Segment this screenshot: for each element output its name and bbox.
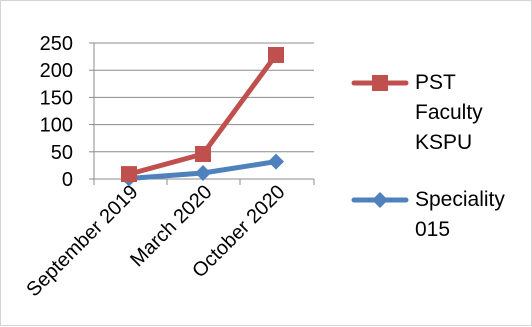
gridlines	[94, 42, 314, 153]
y-tick-label: 100	[40, 115, 73, 137]
y-tick-label: 0	[62, 169, 73, 191]
legend-marker-diamond	[372, 192, 388, 208]
legend-marker-square	[372, 75, 388, 91]
y-tick-label: 200	[40, 60, 73, 82]
series-layer	[121, 46, 284, 187]
x-tick-label: September 2019	[22, 181, 142, 301]
legend-label: Speciality	[415, 188, 505, 211]
data-point-diamond	[268, 153, 284, 170]
legend-label: 015	[415, 218, 450, 241]
legend-label: KSPU	[415, 131, 472, 154]
legend-label: Faculty	[415, 101, 483, 124]
y-tick-label: 250	[40, 33, 73, 55]
y-tick-label: 50	[51, 142, 73, 164]
data-point-square	[121, 166, 137, 183]
data-point-square	[268, 46, 284, 63]
y-tick-label: 150	[40, 87, 73, 109]
legend-label: PST	[415, 71, 456, 94]
data-point-diamond	[195, 165, 211, 182]
legend: PST Faculty KSPU Speciality 015	[351, 71, 505, 241]
data-point-square	[195, 145, 211, 162]
